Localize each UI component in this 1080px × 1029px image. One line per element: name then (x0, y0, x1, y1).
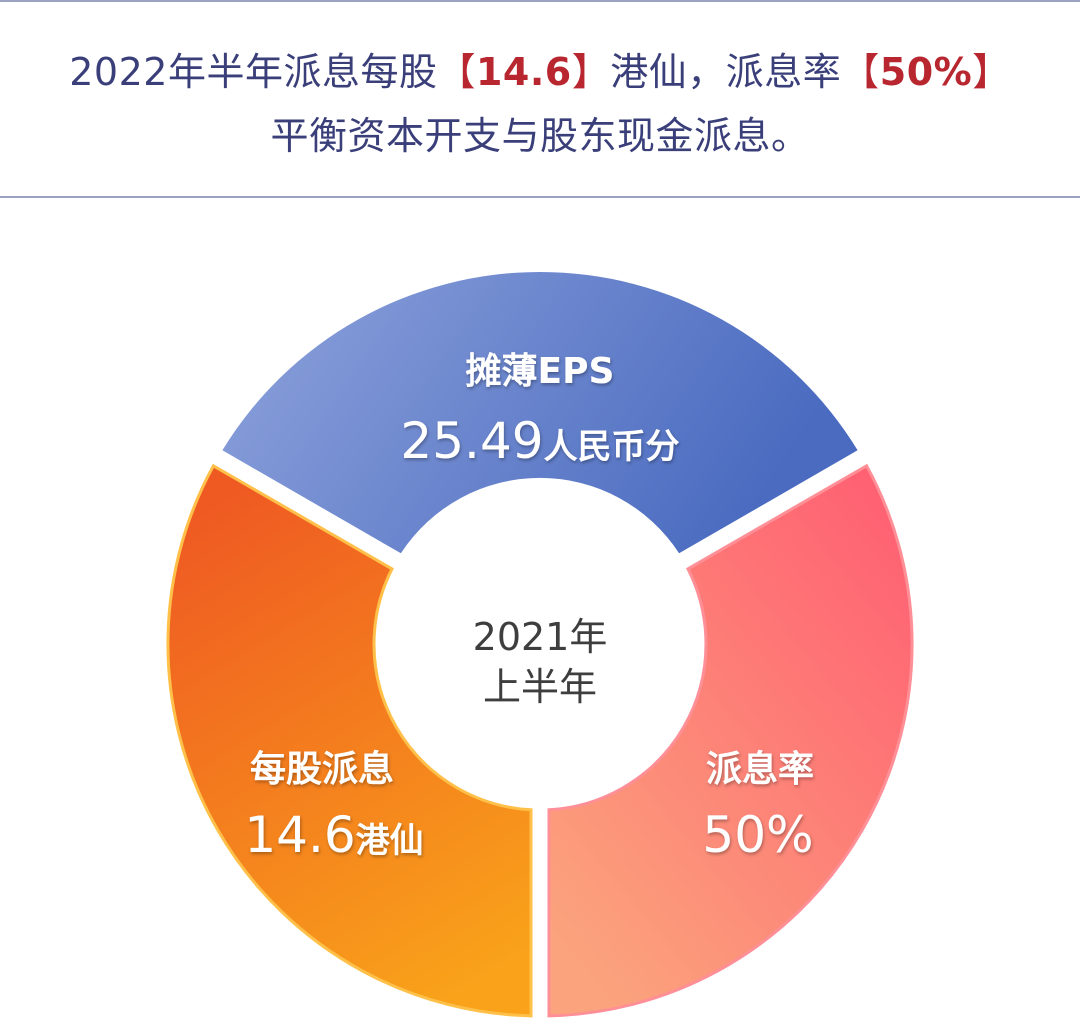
bracket-open-2: 【 (841, 50, 880, 94)
center-year: 2021年 (473, 615, 608, 659)
dps-unit: 港仙 (356, 821, 424, 861)
segment-eps (222, 271, 858, 554)
segment-payout (547, 463, 914, 1018)
center-period: 上半年 (483, 665, 597, 709)
bracket-close: 】 (571, 50, 611, 94)
eps-title: 摊薄EPS (466, 351, 615, 392)
eps-value-line: 25.49人民币分 (400, 412, 679, 470)
headline-mid: 港仙，派息率 (610, 50, 842, 94)
dps-value-line: 14.6港仙 (244, 806, 423, 864)
eps-unit: 人民币分 (544, 427, 680, 467)
segment-dps (166, 463, 533, 1018)
bracket-close-2: 】 (972, 50, 1011, 94)
donut-diagram: 摊薄EPS 25.49人民币分 派息率 50% 每股派息 14.6港仙 2021… (166, 271, 914, 1018)
headline-prefix: 2022年半年派息每股 (69, 50, 438, 94)
headline-panel: 2022年半年派息每股【14.6】港仙，派息率【50%】 平衡资本开支与股东现金… (0, 0, 1080, 198)
headline-subline: 平衡资本开支与股东现金派息。 (270, 114, 810, 158)
payout-rate-value: 50% (702, 806, 813, 864)
dps-value: 14.6 (244, 806, 355, 864)
headline-text: 2022年半年派息每股【14.6】港仙，派息率【50%】 (0, 46, 1080, 98)
bracket-open: 【 (437, 50, 476, 94)
eps-value: 25.49 (400, 412, 543, 470)
dividend-value: 14.6 (475, 50, 572, 94)
payout-value: 50% (879, 50, 973, 94)
payout-title: 派息率 (706, 749, 814, 790)
dps-title: 每股派息 (250, 749, 394, 790)
